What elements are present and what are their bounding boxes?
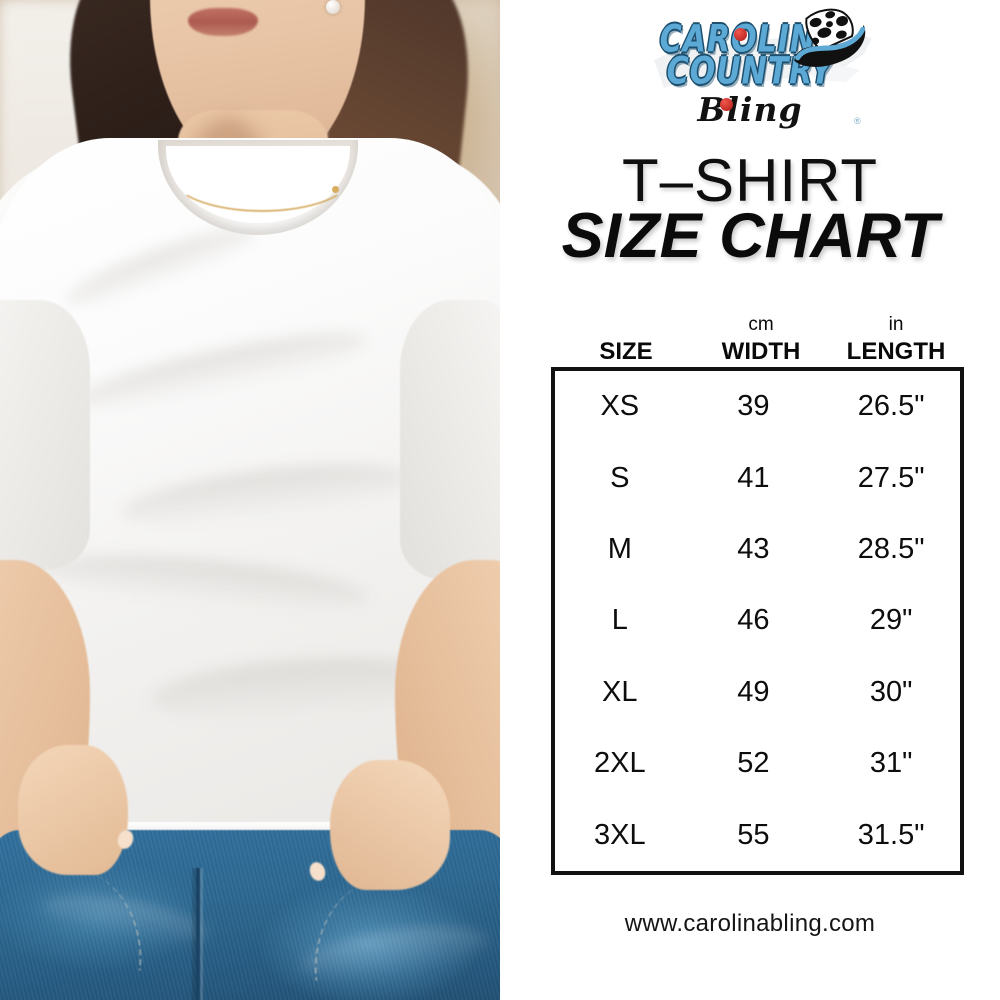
brand-logo: CAROLINA COUNTRY Bling (500, 6, 1000, 136)
model-lips (188, 8, 258, 36)
page-title-line2: SIZE CHART (561, 201, 939, 271)
cell-size: L (611, 604, 628, 637)
sleeve-right (400, 300, 500, 580)
size-table-body: XS 39 26.5" S 41 27.5" M 43 28.5" L 46 (555, 371, 960, 871)
column-unit-in: in (888, 314, 904, 335)
table-row: XL 49 30" (555, 657, 960, 728)
table-row: 2XL 52 31" (555, 728, 960, 799)
size-table-grid: XS 39 26.5" S 41 27.5" M 43 28.5" L 46 (555, 371, 960, 871)
table-row: M 43 28.5" (555, 514, 960, 585)
cell-width: 43 (737, 533, 770, 566)
cell-length: 27.5" (857, 461, 925, 494)
cell-size: 2XL (593, 747, 646, 780)
sleeve-left (0, 300, 90, 570)
cell-length: 26.5" (857, 390, 925, 423)
cell-length: 31" (869, 747, 913, 780)
column-header-width: WIDTH (721, 338, 801, 365)
registered-mark: ® (854, 116, 861, 126)
cherry-dot-icon (720, 98, 733, 111)
product-photo (0, 0, 500, 1000)
column-unit-cm: cm (748, 314, 774, 335)
logo-wordmark: CAROLINA COUNTRY Bling (500, 6, 1000, 136)
cell-width: 39 (737, 390, 770, 423)
cell-width: 49 (737, 675, 770, 708)
cherry-dot-icon (734, 28, 747, 41)
jeans-fly (196, 868, 200, 1000)
necklace-charm (332, 186, 339, 193)
cell-size: 3XL (593, 818, 646, 851)
cell-width: 55 (737, 818, 770, 851)
size-table: XS 39 26.5" S 41 27.5" M 43 28.5" L 46 (551, 367, 964, 875)
cell-width: 52 (737, 747, 770, 780)
cell-length: 30" (869, 675, 913, 708)
cell-length: 31.5" (857, 818, 925, 851)
column-header-length: LENGTH (846, 338, 946, 365)
logo-text-bling: Bling (697, 90, 803, 129)
hand-left (18, 745, 128, 875)
cell-length: 28.5" (857, 533, 925, 566)
cell-size: XS (600, 390, 640, 423)
table-row: XS 39 26.5" (555, 371, 960, 442)
hand-right (330, 760, 450, 890)
cowboy-hat-icon (794, 8, 866, 67)
table-header-row: SIZE cm WIDTH in LENGTH (551, 314, 964, 366)
pearl-earring (326, 0, 340, 14)
cell-size: XL (602, 675, 638, 708)
page-title-line1: T–SHIRT (622, 147, 878, 214)
table-row: S 41 27.5" (555, 442, 960, 513)
cell-width: 46 (737, 604, 770, 637)
cell-size: M (607, 533, 632, 566)
cell-size: S (610, 461, 630, 494)
table-row: 3XL 55 31.5" (555, 800, 960, 871)
column-header-size: SIZE (599, 338, 653, 365)
cell-length: 29" (869, 604, 913, 637)
cell-width: 41 (737, 461, 770, 494)
gold-necklace (170, 138, 354, 212)
logo-text-country: COUNTRY (666, 49, 834, 94)
table-row: L 46 29" (555, 585, 960, 656)
